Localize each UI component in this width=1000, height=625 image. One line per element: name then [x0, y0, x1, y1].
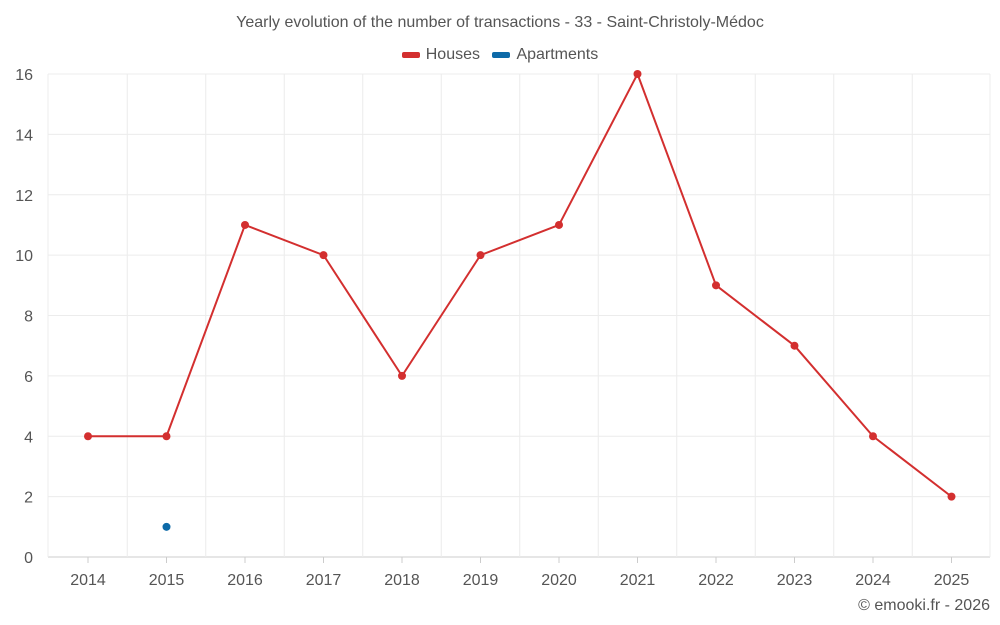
x-tick-label: 2014	[70, 572, 106, 589]
data-point-houses[interactable]	[555, 220, 563, 229]
data-point-houses[interactable]	[162, 432, 171, 441]
x-tick-label: 2024	[855, 572, 891, 589]
x-tick-label: 2015	[149, 572, 185, 589]
data-point-houses[interactable]	[476, 251, 485, 260]
grid	[47, 73, 991, 558]
legend-label-apartments: Apartments	[516, 46, 599, 63]
data-point-apartments[interactable]	[162, 522, 171, 531]
data-point-houses[interactable]	[398, 371, 406, 380]
y-tick-label: 4	[24, 429, 33, 446]
y-tick-label: 12	[15, 188, 33, 205]
series-houses	[84, 70, 956, 501]
data-point-houses[interactable]	[869, 432, 877, 441]
y-tick-label: 8	[24, 309, 33, 326]
data-point-houses[interactable]	[947, 492, 956, 501]
data-point-houses[interactable]	[790, 341, 799, 350]
credit-text: © emooki.fr - 2026	[858, 597, 990, 614]
data-point-houses[interactable]	[319, 251, 328, 260]
legend-item-houses[interactable]: Houses	[401, 46, 480, 64]
legend-swatch-houses	[401, 52, 420, 58]
axes: 0 2 4 6 8 10 12 14 16 2014 2015 2016 2017 2018 2019 202…	[15, 67, 969, 589]
legend-item-apartments[interactable]: Apartments	[492, 46, 598, 64]
y-tick-label: 2	[24, 490, 33, 507]
x-tick-label: 2017	[306, 572, 342, 589]
series-apartments	[162, 522, 171, 531]
x-tick-label: 2016	[227, 572, 263, 589]
y-tick-label: 10	[15, 248, 33, 265]
chart-legend: Houses Apartments	[0, 45, 1000, 64]
series-layer	[84, 70, 956, 531]
data-point-houses[interactable]	[712, 281, 720, 290]
x-tick-label: 2019	[463, 572, 499, 589]
x-tick-label: 2020	[541, 572, 577, 589]
x-tick-label: 2018	[384, 572, 420, 589]
x-tick-label: 2022	[698, 572, 734, 589]
legend-label-houses: Houses	[425, 46, 480, 63]
y-tick-label: 14	[15, 127, 33, 144]
x-tick-label: 2023	[777, 572, 813, 589]
chart-title: Yearly evolution of the number of transa…	[236, 14, 764, 31]
data-point-houses[interactable]	[633, 70, 642, 78]
x-tick-label: 2025	[934, 572, 970, 589]
data-point-houses[interactable]	[84, 432, 92, 441]
legend-swatch-apartments	[492, 52, 511, 58]
y-tick-label: 6	[24, 369, 33, 386]
data-point-houses[interactable]	[241, 220, 249, 229]
y-tick-label: 0	[24, 550, 33, 567]
x-tick-label: 2021	[620, 572, 656, 589]
series-line-houses	[88, 73, 953, 498]
y-tick-label: 16	[15, 67, 33, 84]
